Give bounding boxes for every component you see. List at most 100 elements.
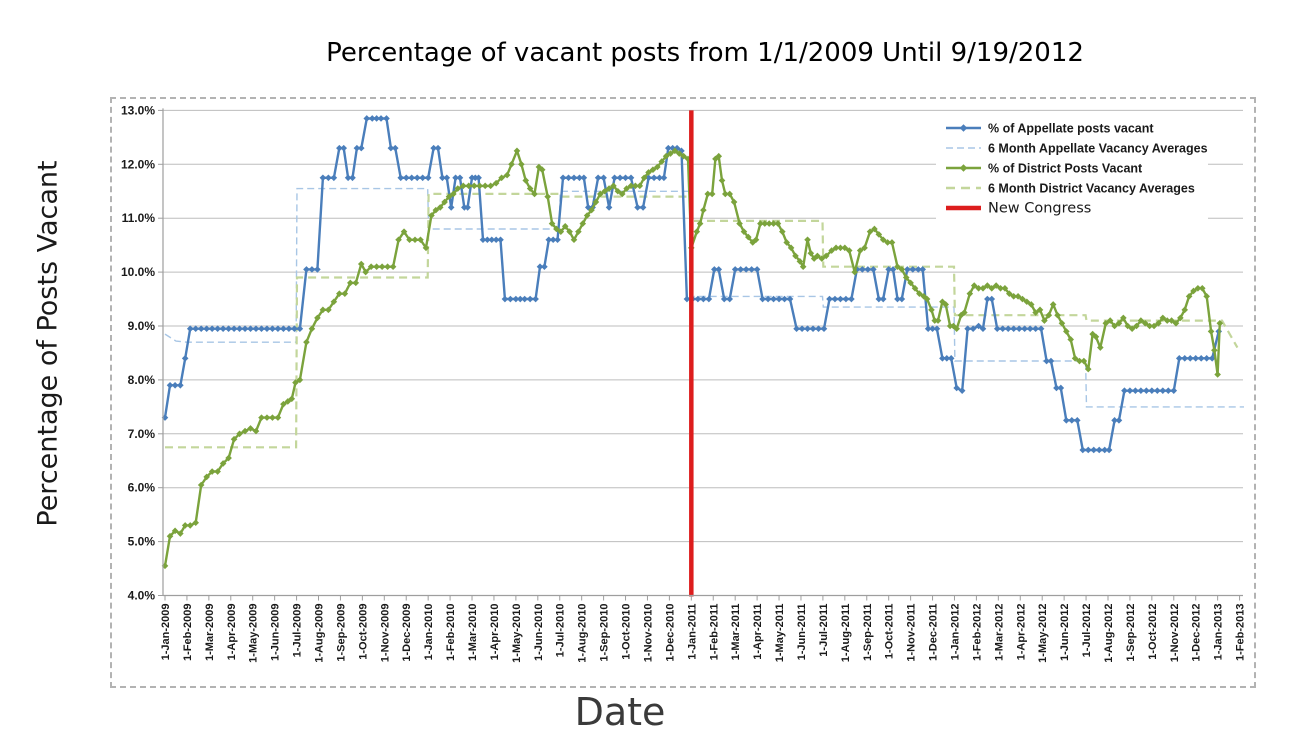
y-tick-label: 8.0% (128, 373, 156, 387)
data-point (353, 144, 361, 152)
data-point (786, 295, 794, 303)
data-point (464, 204, 471, 211)
data-point (1015, 325, 1023, 332)
data-point (402, 174, 410, 182)
data-point (450, 190, 457, 198)
data-point (787, 244, 795, 252)
data-point (594, 174, 602, 182)
data-point (341, 290, 349, 297)
data-point (975, 284, 982, 292)
data-point (779, 228, 786, 235)
series-line-of-district-posts-vacant[interactable] (163, 149, 1221, 567)
data-point (362, 268, 369, 276)
data-point (1071, 355, 1079, 362)
legend-item[interactable]: % of District Posts Vacant (946, 162, 1143, 176)
data-point (856, 247, 864, 254)
data-point (208, 468, 216, 475)
legend-item[interactable]: 6 Month Appellate Vacancy Averages (946, 142, 1208, 156)
data-series-group[interactable] (161, 115, 1224, 570)
data-point (522, 177, 530, 184)
series-6-month-appellate-vacancy-averages[interactable] (164, 187, 1244, 408)
legend-item[interactable]: % of Appellate posts vacant (946, 122, 1154, 136)
data-point (639, 204, 647, 211)
data-point (439, 174, 446, 182)
data-point (627, 174, 635, 182)
data-point (764, 295, 772, 303)
data-point (1177, 314, 1184, 322)
data-point (373, 263, 380, 271)
x-tick-label: 1-Mar-2009 (204, 604, 216, 661)
data-point (186, 522, 194, 529)
data-point (792, 252, 799, 260)
data-point (411, 236, 419, 244)
data-point (314, 314, 321, 322)
data-point (383, 115, 390, 122)
legend[interactable]: % of Appellate posts vacant 6 Month Appel… (936, 116, 1208, 219)
x-tick-label: 1-Jun-2009 (270, 604, 282, 661)
x-tick-label: 1-May-2011 (774, 604, 786, 663)
data-point (241, 325, 249, 332)
data-point (1032, 325, 1039, 332)
data-point (1132, 387, 1139, 394)
average-series-group[interactable] (164, 187, 1244, 449)
data-point (340, 144, 348, 152)
data-point (708, 190, 716, 198)
x-tick-label: 1-May-2012 (1037, 604, 1049, 663)
x-tick-label: 1-Aug-2011 (840, 604, 852, 663)
series-6-month-district-vacancy-averages[interactable] (165, 192, 1239, 449)
data-point (1004, 325, 1012, 332)
data-point (1137, 317, 1145, 324)
data-point (683, 295, 691, 303)
data-point (650, 174, 658, 182)
legend-item[interactable]: New Congress (946, 201, 1091, 217)
data-point (357, 260, 365, 268)
data-point (907, 279, 914, 287)
data-point (526, 185, 534, 192)
legend-item[interactable]: 6 Month District Vacancy Averages (946, 182, 1195, 196)
x-tick-label: 1-Sep-2009 (335, 604, 347, 662)
data-point (1185, 293, 1193, 300)
data-point (1101, 446, 1109, 454)
data-point (319, 174, 327, 182)
data-point (488, 236, 496, 244)
data-point (373, 115, 380, 122)
data-point (553, 225, 560, 233)
data-point (1037, 325, 1045, 332)
data-point (177, 381, 184, 389)
data-point (928, 306, 935, 314)
data-point (192, 325, 200, 332)
data-point (1036, 306, 1044, 314)
legend-background (936, 116, 1208, 219)
data-point (258, 325, 265, 332)
data-point (344, 174, 352, 182)
series-of-appellate-posts-vacant[interactable] (161, 115, 1223, 454)
data-point (1097, 344, 1104, 351)
data-point (984, 295, 991, 303)
data-point (285, 325, 293, 332)
data-point (470, 182, 478, 190)
data-point (1190, 287, 1197, 295)
data-point (700, 206, 707, 214)
data-point (939, 355, 946, 362)
data-point (749, 239, 757, 246)
x-tick-label: 1-Dec-2012 (1191, 604, 1203, 662)
data-point (969, 325, 977, 332)
data-point (1111, 417, 1118, 424)
data-point (1159, 387, 1167, 394)
data-point (1203, 293, 1210, 300)
data-point (929, 325, 936, 332)
data-point (1192, 355, 1200, 362)
data-point (314, 266, 321, 273)
data-point (718, 177, 726, 184)
series-of-district-posts-vacant[interactable] (161, 147, 1224, 570)
data-point (1141, 320, 1149, 327)
data-point (774, 220, 782, 227)
x-tick-label: 1-Feb-2010 (445, 604, 457, 661)
data-point (798, 325, 806, 332)
data-point (445, 193, 453, 200)
data-point (308, 266, 316, 273)
data-point (219, 460, 227, 467)
data-point (203, 325, 210, 332)
data-point (618, 190, 626, 198)
